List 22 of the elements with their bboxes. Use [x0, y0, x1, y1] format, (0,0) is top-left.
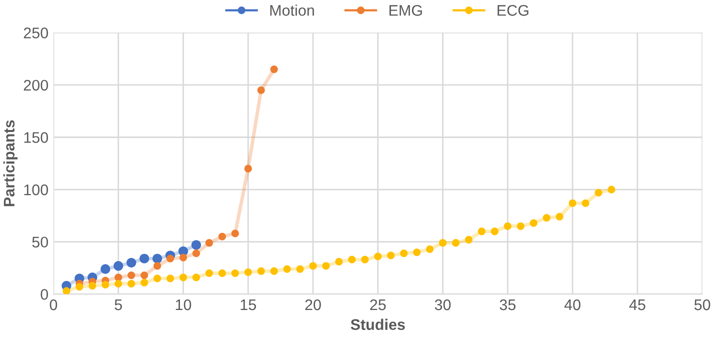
- x-tick-label: 35: [500, 299, 516, 310]
- legend-label: EMG: [390, 5, 422, 16]
- x-tick-label: 50: [694, 299, 710, 310]
- y-tick-label: 150: [24, 132, 48, 143]
- y-axis-title: Participants: [3, 120, 18, 206]
- y-tick-label: 200: [24, 80, 48, 91]
- x-axis-title: Studies: [350, 318, 405, 330]
- x-tick-label: 20: [305, 299, 321, 310]
- x-tick-label: 30: [434, 299, 451, 310]
- x-tick-label: 45: [629, 300, 646, 310]
- y-tick-label: 50: [32, 236, 48, 248]
- y-tick-label: 100: [24, 184, 48, 196]
- legend-label: ECG: [498, 5, 528, 16]
- x-tick-label: 0: [50, 299, 58, 310]
- x-tick-label: 5: [114, 300, 122, 310]
- x-tick-label: 40: [564, 299, 580, 310]
- y-tick-label: 250: [24, 28, 48, 38]
- x-tick-label: 10: [176, 299, 192, 310]
- x-tick-label: 25: [370, 299, 386, 310]
- x-tick-label: 15: [240, 300, 256, 310]
- y-tick-label: 0: [40, 288, 48, 300]
- legend-label: Motion: [270, 4, 314, 16]
